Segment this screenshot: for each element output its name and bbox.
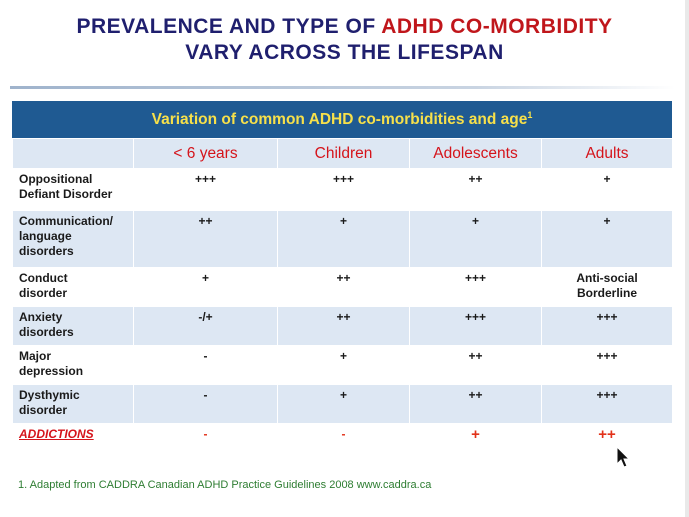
table-row: Dysthymic disorder - + ++ +++ [12, 384, 673, 424]
table-cell: -/+ [133, 306, 278, 346]
title-line-1-part-a: PREVALENCE AND TYPE OF [76, 15, 376, 38]
table-cell: ++ [133, 210, 278, 268]
row-label: Communication/ language disorders [12, 210, 134, 268]
table-cell: + [409, 423, 542, 454]
table-header-row: < 6 years Children Adolescents Adults [12, 138, 673, 169]
table-cell: ++ [277, 267, 410, 307]
table-cell: +++ [541, 384, 673, 424]
title-divider [10, 86, 675, 89]
window-edge [685, 0, 689, 517]
table-cell: +++ [133, 168, 278, 211]
table-cell: ++ [409, 345, 542, 385]
table-cell: ++ [277, 306, 410, 346]
table-cell: + [541, 210, 673, 268]
table-row: Oppositional Defiant Disorder +++ +++ ++ + [12, 168, 673, 211]
table-cell: + [277, 345, 410, 385]
table-cell: +++ [409, 306, 542, 346]
table-cell: + [541, 168, 673, 211]
table-row: Communication/ language disorders ++ + + + [12, 210, 673, 268]
table-cell: + [277, 384, 410, 424]
table-cell: Anti-social Borderline [541, 267, 673, 307]
banner-footnote-marker: 1 [527, 109, 533, 120]
column-header: Adults [541, 138, 673, 169]
table-banner: Variation of common ADHD co-morbidities … [12, 101, 672, 138]
title-line-1: PREVALENCE AND TYPE OF ADHD CO-MORBIDITY [0, 14, 689, 40]
table-cell: + [277, 210, 410, 268]
table-cell: ++ [409, 168, 542, 211]
table-cell: +++ [541, 345, 673, 385]
table-cell: - [277, 423, 410, 454]
table-cell: - [133, 384, 278, 424]
table-cell: +++ [277, 168, 410, 211]
row-label: Major depression [12, 345, 134, 385]
column-header: Children [277, 138, 410, 169]
table-row: Major depression - + ++ +++ [12, 345, 673, 385]
table-cell: + [133, 267, 278, 307]
table-cell: - [133, 423, 278, 454]
column-header: < 6 years [133, 138, 278, 169]
table-cell: - [133, 345, 278, 385]
banner-text: Variation of common ADHD co-morbidities … [151, 111, 528, 128]
slide-title: PREVALENCE AND TYPE OF ADHD CO-MORBIDITY… [0, 14, 689, 66]
row-label: Anxiety disorders [12, 306, 134, 346]
row-label: Oppositional Defiant Disorder [12, 168, 134, 211]
row-label-addictions: ADDICTIONS [12, 423, 134, 454]
mouse-pointer-icon [616, 446, 631, 468]
table-cell: ++ [541, 423, 673, 454]
table-cell: +++ [541, 306, 673, 346]
column-header: Adolescents [409, 138, 542, 169]
row-label: Dysthymic disorder [12, 384, 134, 424]
footnote: 1. Adapted from CADDRA Canadian ADHD Pra… [18, 479, 432, 491]
header-blank-cell [12, 138, 134, 169]
table-row: ADDICTIONS - - + ++ [12, 423, 673, 454]
comorbidity-table: < 6 years Children Adolescents Adults Opposi… [12, 138, 673, 454]
table-cell: + [409, 210, 542, 268]
title-line-2: VARY ACROSS THE LIFESPAN [185, 41, 504, 64]
table-row: Conduct disorder + ++ +++ Anti-social Border… [12, 267, 673, 307]
title-line-1-highlight: ADHD CO-MORBIDITY [381, 15, 613, 38]
table-row: Anxiety disorders -/+ ++ +++ +++ [12, 306, 673, 346]
row-label: Conduct disorder [12, 267, 134, 307]
comorbidity-table-container: Variation of common ADHD co-morbidities … [12, 101, 673, 454]
table-cell: +++ [409, 267, 542, 307]
table-cell: ++ [409, 384, 542, 424]
